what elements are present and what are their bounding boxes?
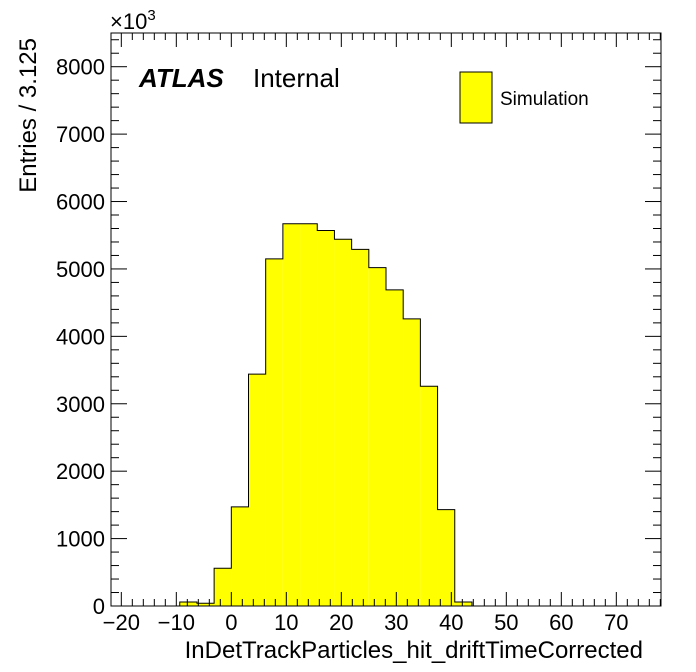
y-tick-label: 2000 <box>56 459 105 484</box>
y-tick-label: 0 <box>93 594 105 619</box>
legend-swatch <box>459 71 493 124</box>
y-axis-title: Entries / 3.125 <box>15 38 42 193</box>
y-tick-label: 5000 <box>56 257 105 282</box>
plot-frame <box>110 32 662 607</box>
histogram-bin <box>282 223 301 606</box>
y-tick-label: 1000 <box>56 527 105 552</box>
histogram-bin <box>214 568 232 606</box>
histogram-bin <box>265 258 283 606</box>
y-axis-multiplier-exponent: 3 <box>147 7 155 24</box>
histogram-bin <box>231 506 249 606</box>
y-tick-label: 8000 <box>56 55 105 80</box>
x-axis-ticks: −20 −10 0 10 20 30 40 50 60 70 <box>103 33 661 635</box>
histogram-bin <box>454 601 472 606</box>
x-tick-label: 0 <box>225 610 237 635</box>
histogram-bin <box>300 223 318 606</box>
histogram-bars <box>179 223 473 606</box>
y-tick-label: 4000 <box>56 324 105 349</box>
x-tick-label: −20 <box>103 610 140 635</box>
histogram-bin <box>437 509 455 606</box>
x-tick-label: 20 <box>329 610 353 635</box>
histogram-bin <box>368 267 386 606</box>
histogram-bin <box>420 386 438 606</box>
y-axis-ticks: 0 1000 2000 3000 4000 5000 6000 7000 8000 <box>56 39 661 619</box>
y-axis-multiplier: ×103 <box>110 7 156 34</box>
x-tick-label: 60 <box>549 610 573 635</box>
x-tick-label: 70 <box>604 610 628 635</box>
x-axis-title: InDetTrackParticles_hit_driftTimeCorrect… <box>185 637 643 664</box>
histogram-bin <box>351 249 369 606</box>
atlas-sublabel: Internal <box>253 63 340 93</box>
y-tick-label: 6000 <box>56 190 105 215</box>
histogram-bin <box>386 289 404 606</box>
legend: Simulation <box>459 71 589 124</box>
y-tick-label: 7000 <box>56 122 105 147</box>
histogram-bin <box>248 374 266 606</box>
y-tick-label: 3000 <box>56 392 105 417</box>
histogram-bin <box>317 230 335 606</box>
x-tick-label: 50 <box>494 610 518 635</box>
histogram-bin <box>196 603 215 606</box>
histogram-bin <box>179 601 197 606</box>
x-tick-label: 30 <box>384 610 408 635</box>
histogram-bin <box>334 239 352 606</box>
histogram-bin <box>403 318 421 606</box>
x-tick-label: 40 <box>439 610 463 635</box>
atlas-label: ATLAS <box>138 63 224 93</box>
legend-entry-label: Simulation <box>500 89 589 110</box>
x-tick-label: 10 <box>274 610 298 635</box>
x-tick-label: −10 <box>158 610 195 635</box>
histogram-outline <box>179 223 473 606</box>
